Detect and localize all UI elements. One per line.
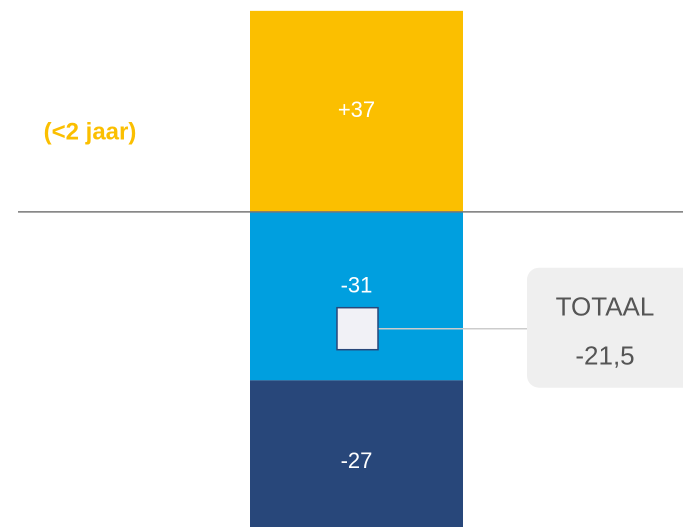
value-label: -27 [341, 448, 373, 473]
category-label: (<2 jaar) [44, 118, 137, 145]
value-label: -31 [341, 273, 373, 298]
bar-segment [250, 380, 463, 527]
bar-segment [250, 10, 463, 212]
bar-segment [250, 211, 463, 381]
value-label: +37 [338, 97, 375, 122]
total-marker [336, 306, 379, 351]
total-title: TOTAAL [556, 292, 655, 322]
total-box [527, 267, 683, 388]
total-value: -21,5 [575, 341, 634, 371]
